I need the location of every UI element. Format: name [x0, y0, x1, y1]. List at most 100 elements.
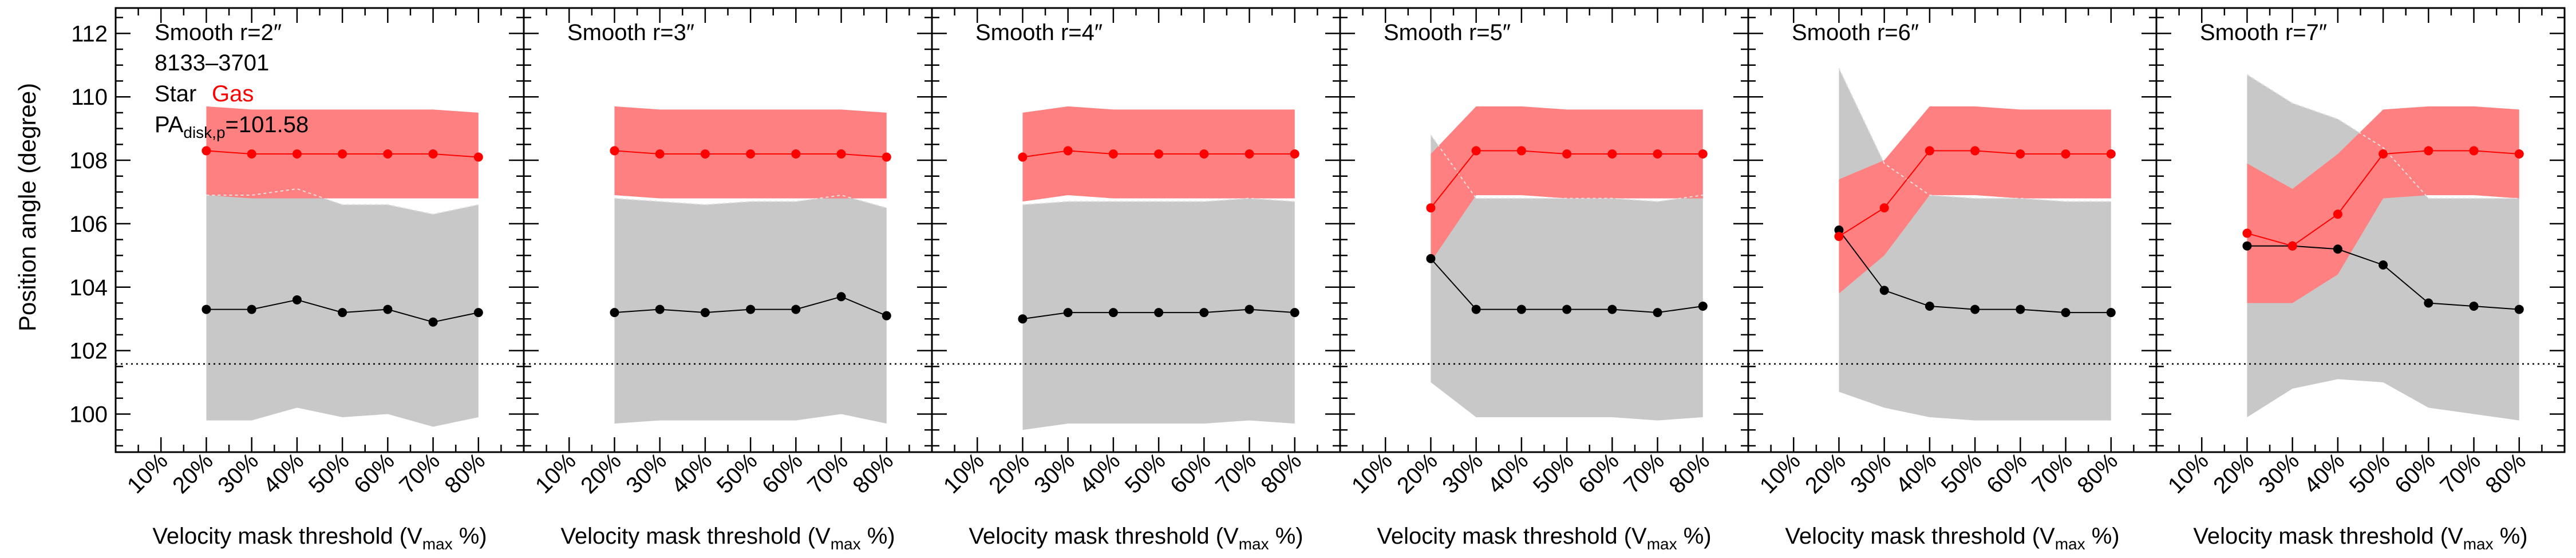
x-axis-label-tail: %): [1269, 524, 1303, 549]
star-point: [1653, 308, 1662, 318]
star-point: [1516, 304, 1526, 314]
star-point: [338, 308, 347, 318]
x-axis-label-tail: %): [2494, 524, 2528, 549]
star-point: [428, 317, 438, 327]
panel-3: 10%20%30%40%50%60%70%80% Smooth r=4″ Veloc…: [931, 7, 1341, 553]
y-tick-label: 110: [71, 85, 108, 110]
gas-point: [383, 149, 393, 159]
panel-title: Smooth r=6″: [1792, 20, 1919, 45]
star-band-edge: [1430, 134, 1703, 203]
x-tick-label: 20%: [1392, 448, 1443, 498]
gas-point: [1925, 146, 1934, 156]
pa-value: =101.58: [226, 112, 309, 137]
gas-point: [1426, 203, 1436, 213]
x-tick-label: 80%: [2480, 448, 2531, 498]
x-axis-label-sub: max: [422, 535, 453, 553]
gas-point: [2287, 241, 2297, 251]
y-tick-label: 106: [69, 212, 108, 237]
x-axis-label: Velocity mask threshold (Vmax %): [560, 524, 895, 553]
x-axis-label: Velocity mask threshold (Vmax %): [1377, 524, 1711, 553]
star-point: [1199, 308, 1209, 318]
gas-point: [1199, 149, 1209, 159]
gas-point: [247, 149, 256, 159]
x-tick-label: 60%: [757, 448, 808, 498]
gas-point: [1834, 232, 1844, 242]
x-tick-label: 80%: [1256, 448, 1306, 498]
x-tick-label: 40%: [1891, 448, 1942, 498]
x-tick-label: 40%: [259, 448, 309, 498]
gas-point: [2016, 149, 2025, 159]
star-uncertainty-band: [206, 188, 479, 427]
star-point: [655, 304, 665, 314]
gas-point: [1879, 203, 1889, 213]
star-uncertainty-band: [1431, 134, 1703, 421]
x-tick-label: 50%: [1937, 448, 1987, 498]
gas-point: [1516, 146, 1526, 156]
gas-point: [1970, 146, 1980, 156]
gas-point: [1562, 149, 1572, 159]
x-axis-label-main: Velocity mask threshold (V: [560, 524, 831, 549]
x-tick-label: 40%: [1483, 448, 1534, 498]
panel-5: 10%20%30%40%50%60%70%80% Smooth r=6″ Veloc…: [1747, 7, 2158, 553]
star-point: [1925, 302, 1934, 311]
gas-point: [882, 152, 891, 162]
x-tick-label: 30%: [1029, 448, 1080, 498]
star-point: [292, 295, 302, 304]
gas-point: [1290, 149, 1299, 159]
star-point: [2106, 308, 2116, 318]
gas-point: [1607, 149, 1617, 159]
gas-point: [1244, 149, 1254, 159]
panel-1: 10%20%30%40%50%60%70%80% 100 102 104 106 108 1…: [69, 7, 525, 553]
panel-2: 10%20%30%40%50%60%70%80% Smooth r=3″ Veloc…: [523, 7, 933, 553]
gas-point: [1471, 146, 1481, 156]
x-axis-label: Velocity mask threshold (Vmax %): [1785, 524, 2119, 553]
gas-point: [1698, 149, 1708, 159]
x-tick-label: 60%: [2390, 448, 2440, 498]
x-axis-label-tail: %): [1677, 524, 1712, 549]
star-point: [836, 292, 846, 302]
x-tick-label: 20%: [2208, 448, 2259, 498]
pa-subscript: disk,p: [183, 124, 225, 141]
legend-block: 8133–3701 Star Gas PAdisk,p=101.58: [155, 50, 309, 141]
gas-point: [2333, 209, 2342, 219]
star-point: [1154, 308, 1164, 318]
gas-point: [610, 146, 619, 156]
x-axis-label-main: Velocity mask threshold (V: [2193, 524, 2463, 549]
x-tick-label: 70%: [394, 448, 445, 498]
star-point: [882, 311, 891, 320]
star-point: [2061, 308, 2071, 318]
x-tick-label: 40%: [2300, 448, 2350, 498]
x-tick-label: 20%: [1800, 448, 1851, 498]
legend-gas: Gas: [212, 81, 254, 106]
star-point: [1834, 225, 1844, 235]
gas-point: [2242, 228, 2252, 238]
x-tick-label: 60%: [349, 448, 400, 498]
gas-point: [473, 152, 483, 162]
x-tick-label: 10%: [123, 448, 173, 498]
gas-uncertainty-band: [1431, 106, 1703, 262]
x-tick-label: 30%: [213, 448, 263, 498]
star-point: [2379, 260, 2388, 270]
gas-point: [338, 149, 347, 159]
x-axis-label: Velocity mask threshold (Vmax %): [152, 524, 487, 553]
x-axis-label-sub: max: [1239, 535, 1269, 553]
x-tick-label: 40%: [1075, 448, 1125, 498]
x-tick-label: 80%: [1664, 448, 1714, 498]
x-tick-label: 80%: [848, 448, 898, 498]
star-point: [1970, 304, 1980, 314]
gas-uncertainty-band: [1839, 106, 2111, 294]
x-axis-label-sub: max: [831, 535, 861, 553]
star-point: [746, 304, 756, 314]
y-tick-label: 108: [69, 148, 108, 173]
star-point: [610, 308, 619, 318]
x-tick-label: 30%: [1846, 448, 1896, 498]
star-point: [791, 304, 801, 314]
x-tick-label: 70%: [2027, 448, 2077, 498]
x-tick-label: 10%: [2163, 448, 2214, 498]
x-axis-label-tail: %): [861, 524, 895, 549]
panel-title: Smooth r=7″: [2200, 20, 2327, 45]
gas-point: [700, 149, 710, 159]
panel-title: Smooth r=3″: [567, 20, 694, 45]
star-point: [1426, 254, 1436, 263]
